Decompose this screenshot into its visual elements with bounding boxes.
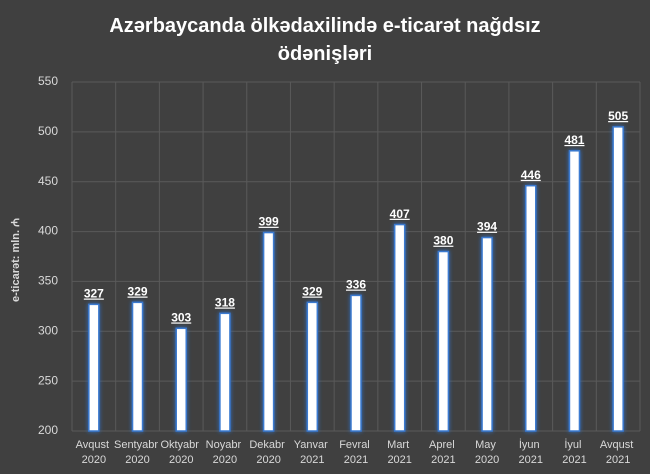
bar xyxy=(88,303,100,432)
y-tick-label: 300 xyxy=(38,323,58,337)
x-tick-label-line: 2021 xyxy=(387,454,411,466)
bar xyxy=(219,312,231,432)
x-tick-label-line: May xyxy=(475,439,499,451)
value-label: 336 xyxy=(346,278,366,292)
value-label: 303 xyxy=(171,310,191,324)
y-tick-label: 200 xyxy=(38,423,58,437)
x-tick-label-line: 2021 xyxy=(300,454,324,466)
x-tick-label: Oktyabr 2020 xyxy=(160,439,202,466)
x-tick-label: Fevral 2021 xyxy=(339,439,373,466)
x-tick-label-line: 2021 xyxy=(344,454,368,466)
x-tick-label: Mart 2021 xyxy=(387,439,412,466)
value-label: 318 xyxy=(215,296,235,310)
x-tick-label-line: Yanvar xyxy=(294,439,331,451)
y-tick-label: 500 xyxy=(38,124,58,138)
bar xyxy=(262,231,275,432)
y-tick-label: 250 xyxy=(38,373,58,387)
bar xyxy=(175,327,187,432)
x-tick-label: Sentyabr 2020 xyxy=(114,439,161,466)
x-tick-label-line: 2021 xyxy=(519,454,543,466)
value-label: 446 xyxy=(521,168,541,182)
bar xyxy=(306,301,319,432)
x-tick-label-line: İyul xyxy=(564,438,584,451)
x-tick-label-line: Avqust xyxy=(600,439,637,451)
x-tick-label-line: Sentyabr xyxy=(114,439,161,451)
y-tick-label: 550 xyxy=(38,74,58,88)
x-tick-label: Noyabr 2020 xyxy=(206,439,245,466)
x-tick-label-line: Oktyabr xyxy=(160,439,202,451)
bar xyxy=(612,126,624,432)
value-label: 327 xyxy=(84,287,104,301)
x-tick-label: Avqust 2021 xyxy=(600,439,637,466)
y-tick-label: 350 xyxy=(38,274,58,288)
x-tick-label: Aprel 2021 xyxy=(429,439,458,466)
x-tick-label-line: Avqust xyxy=(76,439,113,451)
x-tick-label-line: 2020 xyxy=(82,454,106,466)
x-tick-label-line: Dekabr xyxy=(249,439,288,451)
x-tick-label-line: 2020 xyxy=(213,454,237,466)
value-label: 380 xyxy=(433,234,453,248)
value-label: 329 xyxy=(128,285,148,299)
x-tick-label-line: 2020 xyxy=(475,454,499,466)
value-label: 481 xyxy=(564,133,584,147)
bar xyxy=(525,184,537,432)
x-tick-label: Avqust 2020 xyxy=(76,439,113,466)
x-tick-label-line: 2021 xyxy=(606,454,630,466)
x-tick-label-line: Aprel xyxy=(429,439,458,451)
y-axis-label: e-ticarət: mln. ₼ xyxy=(10,218,22,302)
value-label: 505 xyxy=(608,109,628,123)
x-tick-label: Yanvar 2021 xyxy=(294,439,331,466)
x-tick-label-line: 2020 xyxy=(125,454,149,466)
bar xyxy=(481,236,493,432)
x-tick-label-line: Noyabr xyxy=(206,439,245,451)
x-tick-label-line: İyun xyxy=(519,438,543,451)
value-label: 407 xyxy=(390,207,410,221)
x-tick-label-line: 2021 xyxy=(562,454,586,466)
x-tick-label: Dekabr 2020 xyxy=(249,439,288,466)
x-tick-label-line: Fevral xyxy=(339,439,373,451)
value-label: 329 xyxy=(302,285,322,299)
x-tick-label-line: 2020 xyxy=(256,454,280,466)
x-tick-label-line: Mart xyxy=(387,439,412,451)
y-tick-label: 450 xyxy=(38,174,58,188)
x-tick-label-line: 2021 xyxy=(431,454,455,466)
x-tick-label: May 2020 xyxy=(475,439,499,466)
chart-title: Azərbaycanda ölkədaxilində e-ticarət nağ… xyxy=(109,15,541,65)
x-tick-label-line: 2020 xyxy=(169,454,193,466)
bar xyxy=(393,223,406,432)
x-tick-label: İyun 2021 xyxy=(519,438,543,466)
bar xyxy=(131,301,144,432)
x-tick-label: İyul 2021 xyxy=(562,438,586,466)
y-tick-label: 400 xyxy=(38,224,58,238)
bar xyxy=(437,250,450,432)
value-label: 399 xyxy=(259,215,279,229)
value-label: 394 xyxy=(477,220,497,234)
bar xyxy=(568,150,581,432)
bar xyxy=(350,294,362,432)
